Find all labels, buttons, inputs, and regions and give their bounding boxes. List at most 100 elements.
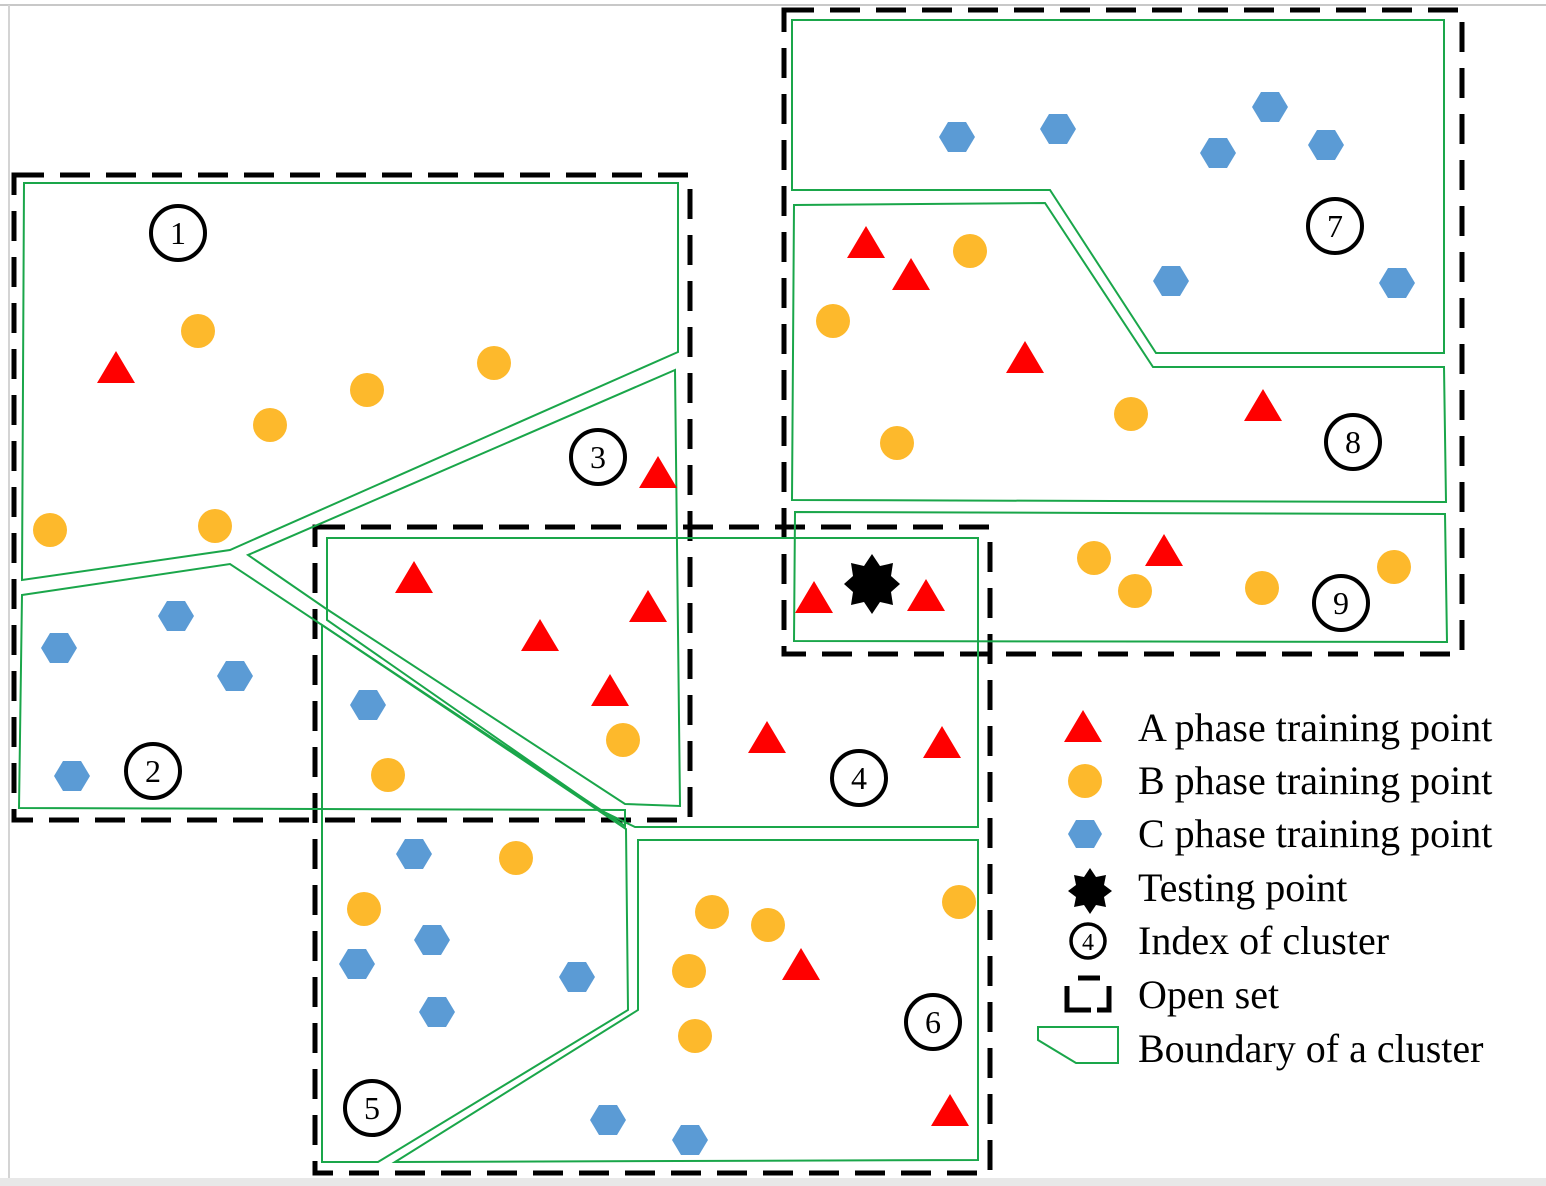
b-phase-point (1377, 550, 1411, 584)
b-phase-point (953, 234, 987, 268)
c-phase-point (1252, 92, 1288, 122)
legend-cluster-index-sample: 4 (1082, 930, 1094, 956)
c-phase-point (1379, 268, 1415, 298)
cluster-index-label-8: 8 (1324, 413, 1382, 471)
legend-red-triangle-icon (1064, 710, 1102, 742)
a-phase-point (923, 726, 961, 758)
b-phase-point (181, 314, 215, 348)
cluster-index-label-3: 3 (569, 428, 627, 486)
a-phase-point (748, 721, 786, 753)
c-phase-point (158, 601, 194, 631)
legend-testing-star-icon (1068, 868, 1112, 914)
boundary-cluster-5 (321, 623, 630, 1163)
c-phase-points (41, 92, 1415, 1155)
a-phase-point (629, 590, 667, 622)
legend-testing-glyph: ? (1085, 882, 1095, 904)
bottom-strip (0, 1178, 1546, 1186)
cluster-index-number: 7 (1327, 208, 1343, 244)
legend-label-testing: Testing point (1138, 865, 1347, 910)
legend-label-a-phase: A phase training point (1138, 705, 1492, 750)
a-phase-point (782, 948, 820, 980)
a-phase-point (395, 561, 433, 593)
cluster-index-number: 9 (1333, 585, 1349, 621)
boundary-cluster-8 (790, 201, 1448, 504)
b-phase-point (1118, 574, 1152, 608)
cluster-index-circle (1324, 413, 1382, 471)
a-phase-point (931, 1094, 969, 1126)
a-phase-point (907, 579, 945, 611)
open-set-bottom (312, 524, 993, 1176)
boundary-cluster-4 (326, 537, 979, 828)
c-phase-point (54, 761, 90, 791)
boundary-cluster-7 (791, 19, 1445, 354)
legend-boundary-icon (1037, 1026, 1119, 1064)
b-phase-point (347, 892, 381, 926)
cluster-index-circle (569, 428, 627, 486)
c-phase-point (414, 925, 450, 955)
a-phase-point (639, 456, 677, 488)
boundary-cluster-1 (20, 182, 679, 582)
a-phase-point (1145, 534, 1183, 566)
c-phase-point (559, 962, 595, 992)
open-set-left (11, 172, 693, 823)
a-phase-point (1244, 389, 1282, 421)
boundary-cluster-6 (391, 839, 979, 1164)
c-phase-point (1040, 114, 1076, 144)
cluster-boundaries (17, 19, 1449, 1164)
c-phase-point (350, 690, 386, 720)
cluster-index-circle (830, 749, 888, 807)
c-phase-point (41, 633, 77, 663)
testing-point-glyph: ? (865, 570, 879, 601)
cluster-index-label-1: 1 (149, 204, 207, 262)
legend-label-index: Index of cluster (1138, 918, 1389, 963)
c-phase-point (1200, 138, 1236, 168)
legend-label-boundary: Boundary of a cluster (1138, 1026, 1483, 1071)
b-phase-point (695, 895, 729, 929)
legend-label-c-phase: C phase training point (1138, 811, 1492, 856)
c-phase-point (590, 1105, 626, 1135)
a-phase-point (847, 226, 885, 258)
cluster-index-label-2: 2 (124, 742, 182, 800)
open-set-right (781, 7, 1465, 657)
b-phase-points (33, 234, 1411, 1053)
cluster-index-circle (1306, 197, 1364, 255)
cluster-index-circle (904, 993, 962, 1051)
cluster-index-number: 8 (1345, 424, 1361, 460)
cluster-index-label-4: 4 (830, 749, 888, 807)
c-phase-point (1308, 130, 1344, 160)
c-phase-point (939, 122, 975, 152)
a-phase-point (1006, 341, 1044, 373)
legend-orange-circle-icon (1068, 764, 1102, 798)
a-phase-point (521, 619, 559, 651)
b-phase-point (1245, 571, 1279, 605)
b-phase-point (606, 723, 640, 757)
legend-cluster-index-icon (1069, 922, 1107, 960)
cluster-index-number: 4 (851, 760, 867, 796)
cluster-index-number: 6 (925, 1004, 941, 1040)
cluster-index-circle (149, 204, 207, 262)
legend-label-open-set: Open set (1138, 972, 1279, 1017)
b-phase-point (880, 426, 914, 460)
boundary-cluster-2 (17, 562, 626, 828)
b-phase-point (678, 1019, 712, 1053)
b-phase-point (751, 908, 785, 942)
c-phase-point (396, 839, 432, 869)
cluster-index-circle (124, 742, 182, 800)
cluster-index-number: 1 (170, 215, 186, 251)
c-phase-point (672, 1125, 708, 1155)
a-phase-points (97, 226, 1282, 1126)
cluster-index-labels: 1 2 3 4 5 6 7 8 9 (124, 197, 1382, 1137)
testing-point: ? (844, 554, 900, 614)
a-phase-point (97, 351, 135, 383)
cluster-index-circle (1312, 574, 1370, 632)
cluster-index-label-9: 9 (1312, 574, 1370, 632)
b-phase-point (477, 346, 511, 380)
b-phase-point (816, 304, 850, 338)
b-phase-point (1114, 397, 1148, 431)
cluster-index-number: 3 (590, 439, 606, 475)
testing-star-icon (844, 554, 900, 614)
legend-label-b-phase: B phase training point (1138, 758, 1492, 803)
cluster-index-label-6: 6 (904, 993, 962, 1051)
b-phase-point (499, 841, 533, 875)
